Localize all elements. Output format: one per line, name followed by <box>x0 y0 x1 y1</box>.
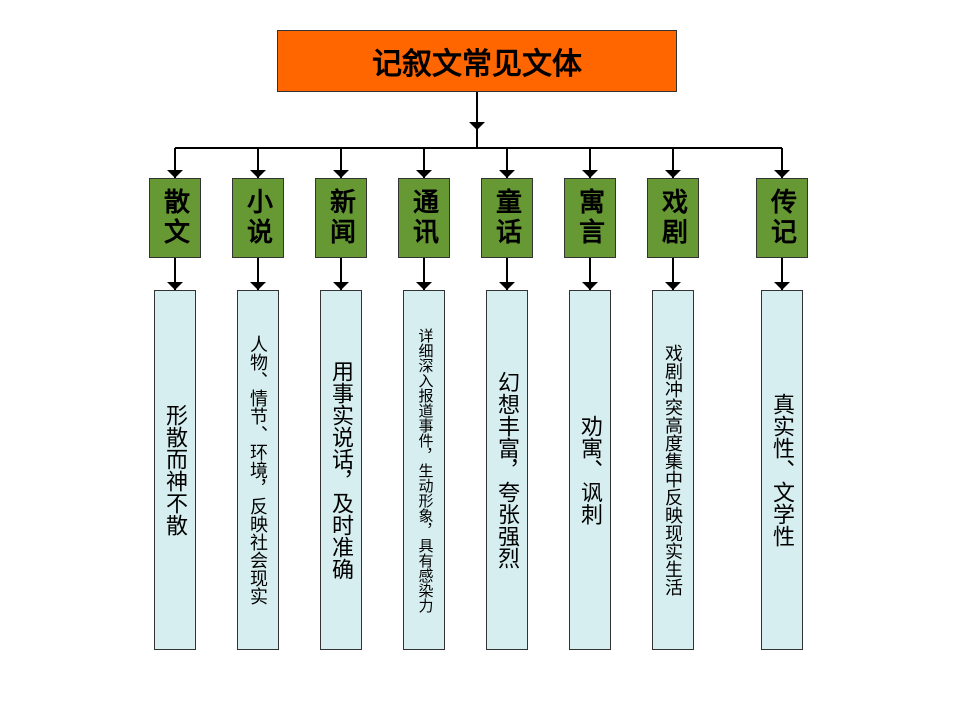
description-node: 真实性、文学性 <box>761 290 803 650</box>
description-node: 详细深入报道事件，生动形象，具有感染力 <box>403 290 445 650</box>
description-node: 人物、情节、环境，反映社会现实 <box>237 290 279 650</box>
description-node: 戏剧冲突高度集中反映现实生活 <box>652 290 694 650</box>
category-node: 散文 <box>149 178 201 258</box>
category-node: 传记 <box>756 178 808 258</box>
category-node: 戏剧 <box>647 178 699 258</box>
category-node: 通讯 <box>398 178 450 258</box>
description-node: 形散而神不散 <box>154 290 196 650</box>
description-node: 幻想丰富，夸张强烈 <box>486 290 528 650</box>
category-node: 小说 <box>232 178 284 258</box>
category-node: 童话 <box>481 178 533 258</box>
category-node: 新闻 <box>315 178 367 258</box>
root-node: 记叙文常见文体 <box>277 30 677 92</box>
description-node: 用事实说话，及时准确 <box>320 290 362 650</box>
description-node: 劝寓、讽刺 <box>569 290 611 650</box>
category-node: 寓言 <box>564 178 616 258</box>
